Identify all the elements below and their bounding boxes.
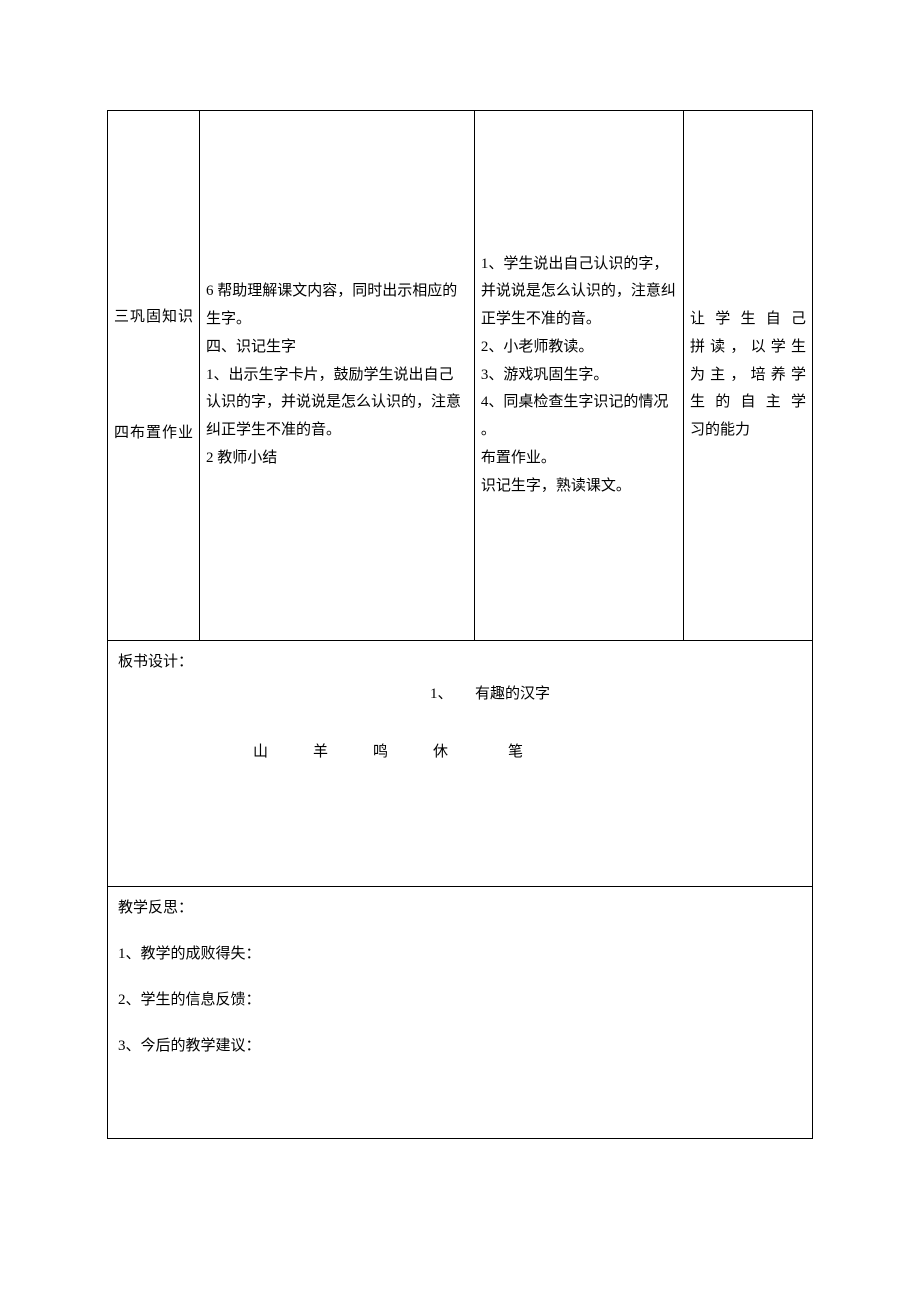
teacher-line-1: 6 帮助理解课文内容，同时出示相应的生字。 [206, 278, 468, 334]
board-title: 板书设计： [118, 649, 802, 677]
section-4-label: 四布置作业 [114, 420, 193, 448]
student-line-2: 2、小老师教读。 [481, 334, 677, 362]
lesson-plan-table: 三巩固知识 四布置作业 6 帮助理解课文内容，同时出示相应的生字。 四、识记生字… [107, 110, 813, 1139]
teacher-activity-cell: 6 帮助理解课文内容，同时出示相应的生字。 四、识记生字 1、出示生字卡片，鼓励… [200, 111, 475, 641]
reflection-row: 教学反思： 1、教学的成败得失： 2、学生的信息反馈： 3、今后的教学建议： [108, 887, 813, 1139]
teacher-line-4: 2 教师小结 [206, 445, 468, 473]
reflection-item-2: 2、学生的信息反馈： [118, 987, 802, 1015]
intent-line-2: 拼读，以学生 [690, 334, 806, 362]
main-content-row: 三巩固知识 四布置作业 6 帮助理解课文内容，同时出示相应的生字。 四、识记生字… [108, 111, 813, 641]
student-line-7: 识记生字，熟读课文。 [481, 473, 677, 501]
student-line-3: 3、游戏巩固生字。 [481, 362, 677, 390]
reflection-item-1: 1、教学的成败得失： [118, 941, 802, 969]
student-line-1: 1、学生说出自己认识的字，并说说是怎么认识的，注意纠正学生不准的音。 [481, 251, 677, 334]
student-activity-cell: 1、学生说出自己认识的字，并说说是怎么认识的，注意纠正学生不准的音。 2、小老师… [474, 111, 683, 641]
board-subtitle: 1、 有趣的汉字 [118, 681, 802, 709]
student-line-6: 布置作业。 [481, 445, 677, 473]
board-characters: 山 羊 鸣 休 笔 [118, 739, 802, 767]
student-line-4: 4、同桌检查生字识记的情况 [481, 389, 677, 417]
intent-line-1: 让学生自己 [690, 306, 806, 334]
section-labels-cell: 三巩固知识 四布置作业 [108, 111, 200, 641]
reflection-cell: 教学反思： 1、教学的成败得失： 2、学生的信息反馈： 3、今后的教学建议： [108, 887, 813, 1139]
teacher-line-2: 四、识记生字 [206, 334, 468, 362]
intent-line-4: 生的自主学 [690, 389, 806, 417]
intent-line-5: 习的能力 [690, 417, 806, 445]
reflection-title: 教学反思： [118, 895, 802, 923]
reflection-item-3: 3、今后的教学建议： [118, 1033, 802, 1061]
teacher-line-3: 1、出示生字卡片，鼓励学生说出自己认识的字，并说说是怎么认识的，注意纠正学生不准… [206, 362, 468, 445]
section-3-label: 三巩固知识 [114, 304, 193, 332]
intent-line-3: 为主，培养学 [690, 362, 806, 390]
board-design-cell: 板书设计： 1、 有趣的汉字 山 羊 鸣 休 笔 [108, 641, 813, 887]
student-line-5: 。 [481, 417, 677, 445]
board-design-row: 板书设计： 1、 有趣的汉字 山 羊 鸣 休 笔 [108, 641, 813, 887]
design-intent-cell: 让学生自己 拼读，以学生 为主，培养学 生的自主学 习的能力 [683, 111, 812, 641]
